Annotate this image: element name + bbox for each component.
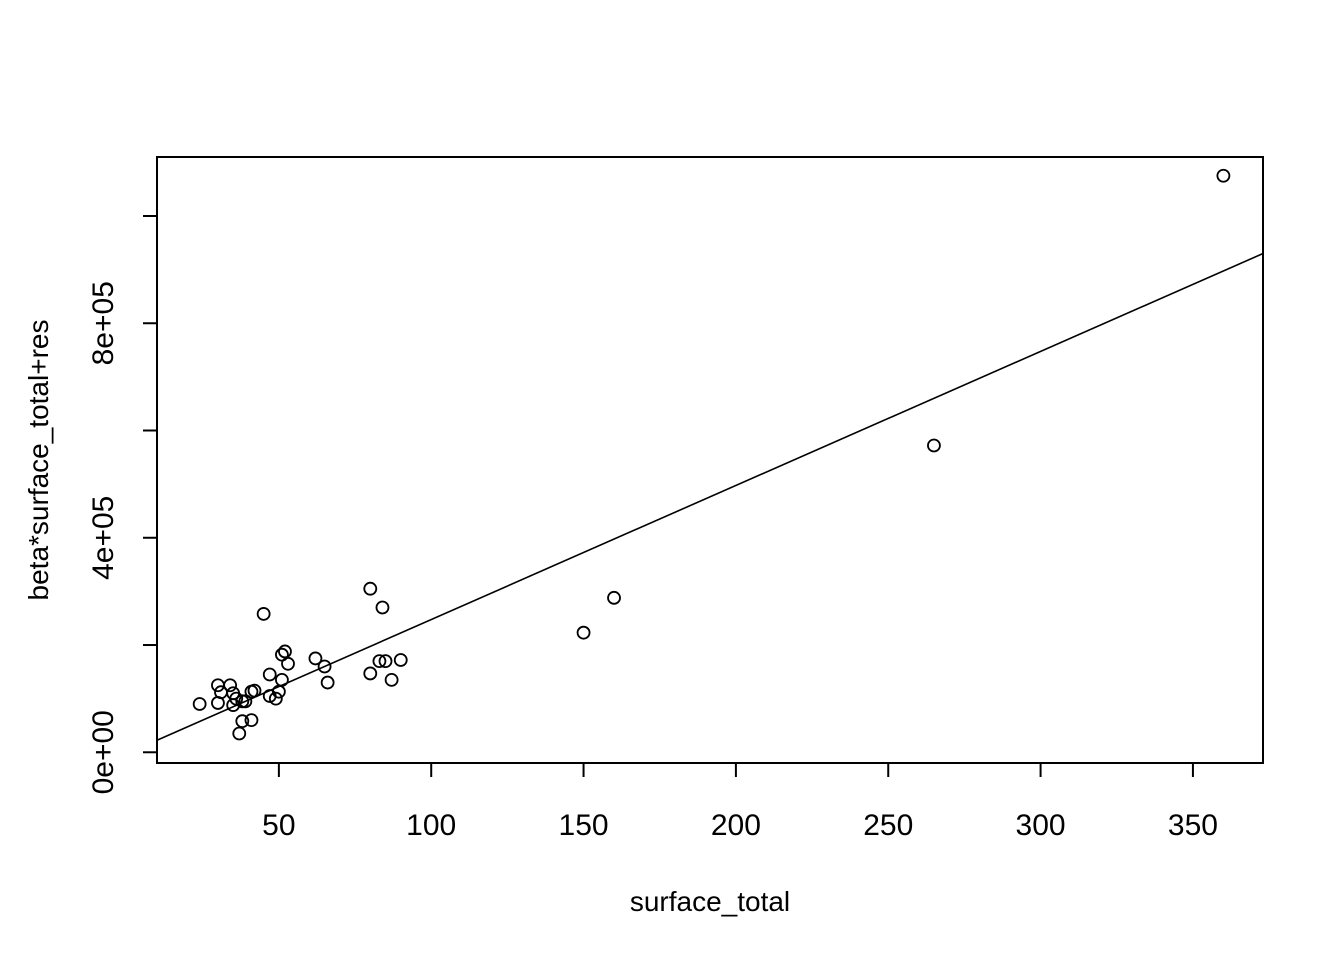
data-point xyxy=(607,590,621,605)
x-tick-label: 100 xyxy=(406,809,456,842)
x-tick-label: 50 xyxy=(262,809,295,842)
x-tick-label: 300 xyxy=(1016,809,1066,842)
data-point xyxy=(235,714,250,729)
x-tick-label: 350 xyxy=(1168,809,1218,842)
data-point xyxy=(211,678,225,693)
x-axis: 50 100 150 200 250 300 350 xyxy=(262,762,1218,842)
y-axis-label: beta*surface_total+res xyxy=(23,320,54,601)
data-point xyxy=(223,678,238,693)
y-tick-label: 8e+05 xyxy=(87,281,120,365)
x-tick-label: 150 xyxy=(559,809,609,842)
data-point xyxy=(363,581,378,596)
data-point xyxy=(375,600,390,615)
data-point xyxy=(275,672,289,687)
data-point xyxy=(576,625,591,640)
data-point xyxy=(320,675,335,690)
data-point xyxy=(247,683,262,698)
y-tick-label: 0e+00 xyxy=(87,710,120,794)
data-point xyxy=(232,726,247,741)
data-point xyxy=(244,713,259,727)
data-point xyxy=(281,656,295,671)
data-points xyxy=(192,168,1231,741)
data-point xyxy=(256,607,271,621)
y-tick-label: 4e+05 xyxy=(87,496,120,580)
data-point xyxy=(927,438,941,453)
x-tick-label: 200 xyxy=(711,809,761,842)
data-point xyxy=(393,653,408,667)
data-point xyxy=(308,651,323,666)
data-point xyxy=(268,691,283,706)
regression-line xyxy=(156,252,1264,741)
data-point xyxy=(238,694,253,709)
regression-line-group xyxy=(156,252,1264,741)
y-axis: 0e+00 4e+05 8e+05 xyxy=(87,214,158,794)
data-point xyxy=(262,667,277,682)
data-point xyxy=(278,644,292,659)
data-point xyxy=(372,654,387,669)
data-point xyxy=(1216,168,1231,183)
data-point xyxy=(363,666,378,681)
data-point xyxy=(378,654,393,669)
x-axis-label: surface_total xyxy=(630,886,790,917)
data-point xyxy=(192,697,207,711)
data-point xyxy=(226,698,241,712)
data-point xyxy=(384,672,399,687)
x-tick-label: 250 xyxy=(863,809,913,842)
data-point xyxy=(229,691,244,706)
data-point xyxy=(317,659,332,674)
